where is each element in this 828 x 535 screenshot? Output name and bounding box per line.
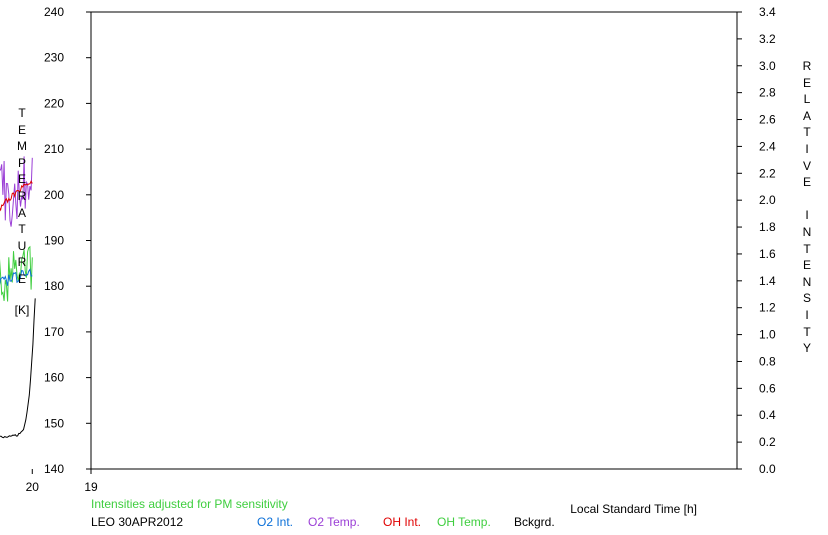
y-tick-label-left: 150 — [44, 416, 64, 430]
legend-item: OH Temp. — [437, 515, 491, 529]
legend-item: O2 Temp. — [308, 515, 360, 529]
series-line-bckgrd — [0, 298, 36, 439]
y-tick-label-left: 200 — [44, 188, 64, 202]
y-axis-left: 140 150 160 170 180 190 200 210 220 230 240 — [44, 5, 91, 476]
x-tick-label: 19 — [84, 480, 98, 494]
y-tick-label-right: 2.0 — [759, 193, 776, 207]
y-tick-label-right: 3.2 — [759, 32, 776, 46]
y-tick-label-right: 0.6 — [759, 381, 776, 395]
y-axis-left-unit: [K] — [14, 302, 30, 317]
caption-text: LEO 30APR2012 — [91, 515, 184, 529]
legend-item: Bckgrd. — [514, 515, 555, 529]
y-tick-label-right: 0.0 — [759, 462, 776, 476]
note-text: Intensities adjusted for PM sensitivity — [91, 497, 288, 511]
legend-item: OH Int. — [383, 515, 422, 529]
y-tick-label-right: 2.8 — [759, 86, 776, 100]
y-tick-label-right: 2.2 — [759, 166, 776, 180]
y-tick-label-left: 230 — [44, 51, 64, 65]
y-tick-label-right: 0.4 — [759, 408, 776, 422]
y-tick-label-left: 190 — [44, 234, 64, 248]
y-tick-label-left: 240 — [44, 5, 64, 19]
y-tick-label-left: 140 — [44, 462, 64, 476]
x-axis: 1920212223012345678 — [26, 469, 98, 494]
y-axis-right: 0.0 0.2 0.4 0.6 0.8 1.0 1.2 1.4 1.6 1.8 2.0 2.2 2.4 2… — [737, 5, 776, 476]
y-tick-label-left: 160 — [44, 371, 64, 385]
y-tick-label-right: 1.8 — [759, 220, 776, 234]
plot-frame — [90, 11, 738, 470]
x-tick-label: 20 — [26, 480, 40, 494]
legend-item: O2 Int. — [257, 515, 294, 529]
y-tick-label-right: 0.2 — [759, 435, 776, 449]
y-tick-label-right: 1.6 — [759, 247, 776, 261]
y-tick-label-left: 180 — [44, 279, 64, 293]
y-tick-label-right: 1.2 — [759, 301, 776, 315]
y-tick-label-left: 170 — [44, 325, 64, 339]
x-axis-label: Local Standard Time [h] — [570, 502, 697, 516]
y-tick-label-right: 2.6 — [759, 113, 776, 127]
y-tick-label-right: 1.4 — [759, 274, 776, 288]
y-tick-label-right: 1.0 — [759, 328, 776, 342]
y-tick-label-right: 2.4 — [759, 139, 776, 153]
y-tick-label-right: 3.0 — [759, 59, 776, 73]
y-tick-label-right: 0.8 — [759, 354, 776, 368]
y-tick-label-right: 3.4 — [759, 5, 776, 19]
y-tick-label-left: 220 — [44, 96, 64, 110]
y-tick-label-left: 210 — [44, 142, 64, 156]
